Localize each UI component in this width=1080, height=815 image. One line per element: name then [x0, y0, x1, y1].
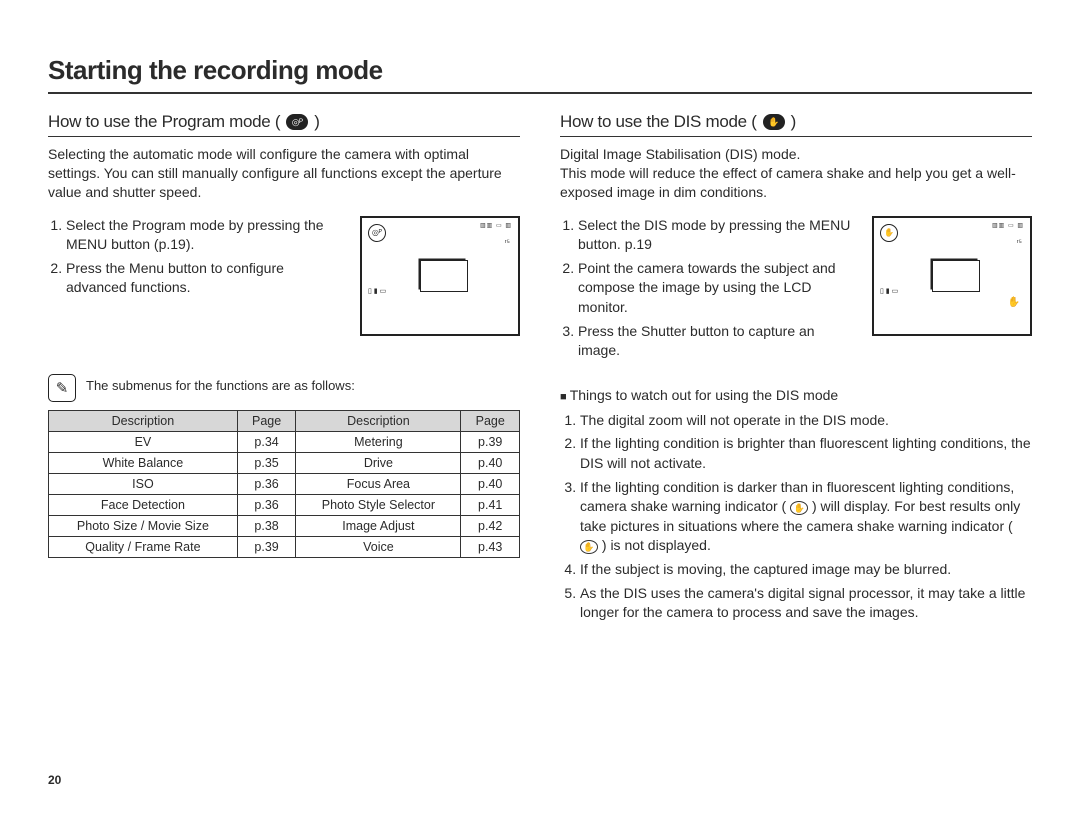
lcd-shake-icon: ✋ — [1008, 297, 1020, 308]
th-desc-1: Description — [49, 410, 238, 431]
dis-lcd-illustration: ✋ ▥▥ ▭ ▥ ʳ⁵ ▯ ▮ ▭ ✋ — [872, 216, 1032, 336]
dis-note-2: If the lighting condition is brighter th… — [580, 434, 1032, 473]
dis-mode-heading: How to use the DIS mode ( ✋ ) — [560, 112, 1032, 137]
program-steps: Select the Program mode by pressing the … — [48, 216, 346, 302]
program-lcd-illustration: ◎ᴾ ▥▥ ▭ ▥ ʳ⁵ ▯ ▮ ▭ — [360, 216, 520, 336]
main-columns: How to use the Program mode ( ◎ᴾ ) Selec… — [48, 112, 1032, 627]
dis-steps-row: Select the DIS mode by pressing the MENU… — [560, 216, 1032, 365]
dis-note-1: The digital zoom will not operate in the… — [580, 411, 1032, 431]
right-column: How to use the DIS mode ( ✋ ) Digital Im… — [560, 112, 1032, 627]
program-step-2: Press the Menu button to configure advan… — [66, 259, 346, 298]
heading-text-pre: How to use the DIS mode ( — [560, 112, 757, 132]
submenu-note: ✎ The submenus for the functions are as … — [48, 374, 520, 402]
table-row: Quality / Frame Ratep.39Voicep.43 — [49, 536, 520, 557]
lcd-side-icons: ▯ ▮ ▭ — [880, 286, 898, 299]
dis-step-3: Press the Shutter button to capture an i… — [578, 322, 858, 361]
lcd-focus-rect — [932, 260, 980, 292]
heading-text-pre: How to use the Program mode ( — [48, 112, 280, 132]
dis-step-1: Select the DIS mode by pressing the MENU… — [578, 216, 858, 255]
lcd-topg: ʳ⁵ — [1017, 238, 1022, 247]
program-step-1: Select the Program mode by pressing the … — [66, 216, 346, 255]
lcd-mode-icon: ✋ — [880, 224, 898, 242]
note-text: The submenus for the functions are as fo… — [86, 374, 355, 393]
lcd-focus-rect — [420, 260, 468, 292]
heading-text-post: ) — [314, 112, 319, 132]
program-mode-icon: ◎ᴾ — [286, 114, 308, 130]
dis-mode-icon: ✋ — [763, 114, 785, 130]
table-row: White Balancep.35Drivep.40 — [49, 452, 520, 473]
table-row: Photo Size / Movie Sizep.38Image Adjustp… — [49, 515, 520, 536]
program-mode-heading: How to use the Program mode ( ◎ᴾ ) — [48, 112, 520, 137]
table-row: EVp.34Meteringp.39 — [49, 431, 520, 452]
table-row: ISOp.36Focus Areap.40 — [49, 473, 520, 494]
shake-warning-icon: ✋ — [580, 540, 598, 554]
dis-caution-list: The digital zoom will not operate in the… — [560, 411, 1032, 623]
dis-step-2: Point the camera towards the subject and… — [578, 259, 858, 318]
program-intro: Selecting the automatic mode will config… — [48, 145, 520, 202]
lcd-mode-icon: ◎ᴾ — [368, 224, 386, 242]
th-page-1: Page — [237, 410, 296, 431]
th-page-2: Page — [461, 410, 520, 431]
lcd-topbar: ▥▥ ▭ ▥ — [992, 222, 1024, 229]
dis-note-5: As the DIS uses the camera's digital sig… — [580, 584, 1032, 623]
left-column: How to use the Program mode ( ◎ᴾ ) Selec… — [48, 112, 520, 627]
page-title: Starting the recording mode — [48, 55, 1032, 94]
dis-intro: Digital Image Stabilisation (DIS) mode. … — [560, 145, 1032, 202]
dis-note-3: If the lighting condition is darker than… — [580, 478, 1032, 556]
lcd-topbar: ▥▥ ▭ ▥ — [480, 222, 512, 229]
table-header-row: Description Page Description Page — [49, 410, 520, 431]
lcd-side-icons: ▯ ▮ ▭ — [368, 286, 386, 299]
lcd-topg: ʳ⁵ — [505, 238, 510, 247]
shake-warning-icon: ✋ — [790, 501, 808, 515]
dis-note-4: If the subject is moving, the captured i… — [580, 560, 1032, 580]
page-number: 20 — [48, 773, 61, 787]
table-body: EVp.34Meteringp.39 White Balancep.35Driv… — [49, 431, 520, 557]
heading-text-post: ) — [791, 112, 796, 132]
table-row: Face Detectionp.36Photo Style Selectorp.… — [49, 494, 520, 515]
dis-steps: Select the DIS mode by pressing the MENU… — [560, 216, 858, 365]
functions-table: Description Page Description Page EVp.34… — [48, 410, 520, 558]
dis-caution-heading: Things to watch out for using the DIS mo… — [560, 387, 1032, 403]
program-steps-row: Select the Program mode by pressing the … — [48, 216, 520, 336]
note-icon: ✎ — [48, 374, 76, 402]
th-desc-2: Description — [296, 410, 461, 431]
